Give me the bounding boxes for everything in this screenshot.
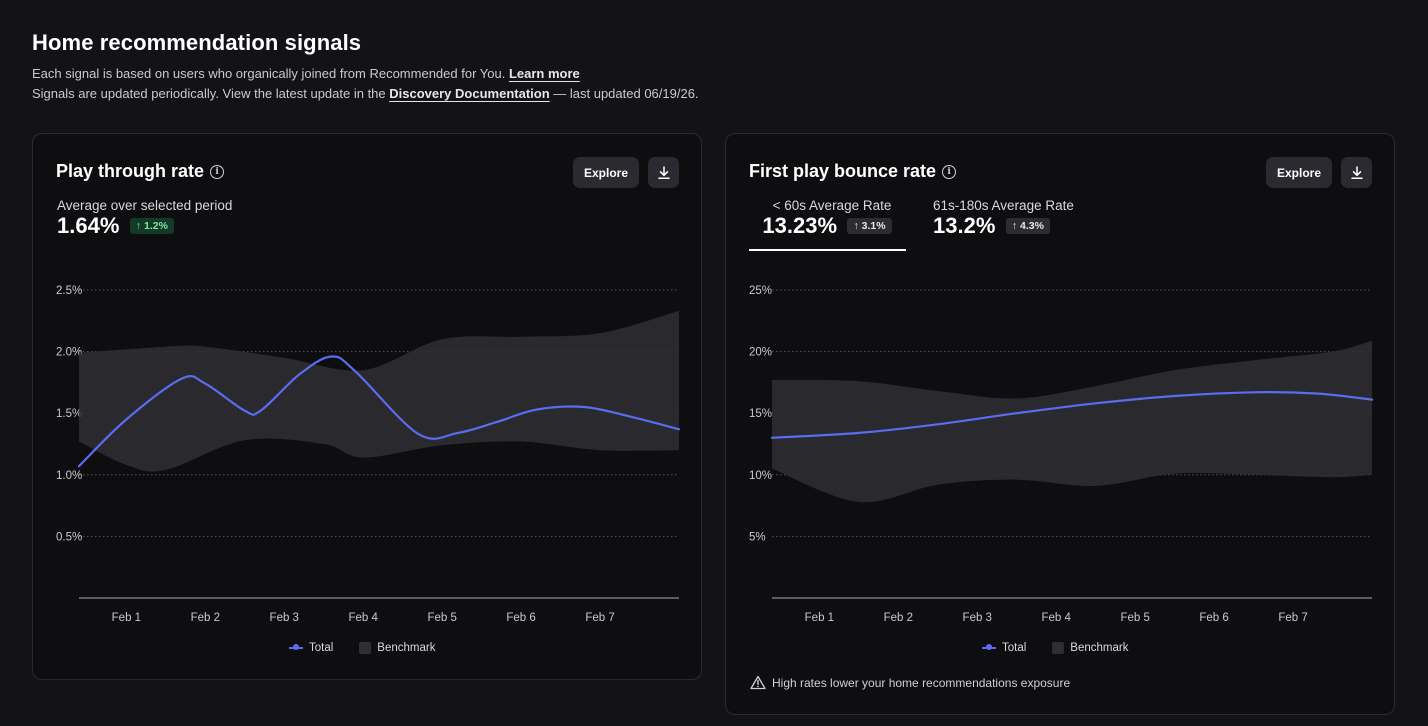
y-tick-label: 2.5% [56, 285, 82, 297]
tab-value: 13.23% [762, 213, 838, 238]
legend-item-benchmark[interactable]: Benchmark [359, 642, 435, 654]
discovery-documentation-link[interactable]: Discovery Documentation [389, 86, 550, 101]
x-tick-label: Feb 3 [963, 612, 992, 624]
x-tick-label: Feb 2 [884, 612, 913, 624]
delta-value: 3.1% [861, 220, 886, 232]
description-text-1: Each signal is based on users who organi… [32, 66, 506, 81]
total-series-line[interactable] [77, 355, 681, 468]
total-series-line[interactable] [770, 391, 1374, 439]
download-button[interactable] [648, 157, 679, 188]
y-tick-label: 10% [749, 470, 772, 482]
warning-icon [750, 675, 766, 690]
x-tick-label: Feb 5 [1120, 612, 1149, 624]
description-line-2: Signals are updated periodically. View t… [32, 84, 699, 104]
tab-label: < 60s Average Rate [772, 198, 892, 213]
metric-label: Average over selected period [57, 198, 233, 213]
y-tick-label: 1.0% [56, 470, 82, 482]
tab-value-row: 13.23% ↑ 3.1% [749, 213, 905, 239]
delta-value: 1.2% [144, 220, 168, 232]
page-title: Home recommendation signals [32, 30, 362, 55]
download-icon [1350, 165, 1363, 179]
benchmark-swatch [359, 642, 372, 654]
chart-legend: Total Benchmark [289, 642, 435, 654]
first-play-bounce-rate-chart: 25% 20% 15% 10% 5% Feb 1 Feb 2 Feb 3 Feb 4 Feb 5 F… [749, 285, 1374, 624]
x-tick-label: Feb 1 [805, 612, 834, 624]
download-button[interactable] [1341, 157, 1372, 188]
delta-badge: ↑ 1.2% [129, 218, 174, 234]
explore-button[interactable]: Explore [572, 157, 639, 188]
metric-value: 1.64% [57, 213, 120, 238]
benchmark-band [772, 340, 1372, 503]
x-tick-label: Feb 1 [112, 612, 141, 624]
x-tick-label: Feb 6 [506, 612, 535, 624]
card-title-text: Play through rate [56, 161, 205, 181]
y-tick-label: 20% [749, 347, 772, 359]
y-tick-label: 2.0% [56, 347, 82, 359]
total-swatch [982, 644, 996, 650]
y-tick-label: 25% [749, 285, 772, 297]
x-tick-label: Feb 4 [1041, 612, 1071, 624]
page-header: Home recommendation signals Each signal … [32, 30, 699, 104]
legend-label-benchmark: Benchmark [377, 642, 436, 654]
metric-row: 1.64% ↑ 1.2% [57, 213, 232, 239]
delta-value: 4.3% [1020, 220, 1044, 232]
card-title: Play through rate i [56, 161, 225, 182]
play-through-rate-chart: 2.5% 2.0% 1.5% 1.0% 0.5% Feb 1 Feb 2 Feb 3 Feb 4… [56, 285, 681, 624]
learn-more-link[interactable]: Learn more [508, 66, 580, 81]
delta-badge: ↑ 4.3% [1005, 218, 1050, 234]
play-through-rate-card: Play through rate i Explore Average over… [32, 133, 702, 680]
selected-tab-indicator [749, 249, 906, 251]
warning-note: High rates lower your home recommendatio… [750, 675, 1070, 690]
average-metric: Average over selected period 1.64% ↑ 1.2… [57, 198, 232, 239]
x-tick-label: Feb 4 [348, 612, 378, 624]
info-icon[interactable]: i [942, 164, 957, 179]
tab-label: 61s-180s Average Rate [933, 198, 1074, 213]
legend-label-total: Total [1002, 642, 1027, 654]
legend-label-benchmark: Benchmark [1070, 642, 1129, 654]
card-title: First play bounce rate i [749, 161, 957, 182]
y-tick-label: 1.5% [56, 408, 82, 420]
download-icon [657, 165, 670, 179]
tab-value-row: 13.2% ↑ 4.3% [933, 213, 1074, 239]
card-title-text: First play bounce rate [749, 161, 937, 181]
info-icon[interactable]: i [210, 164, 225, 179]
chart-legend: Total Benchmark [982, 642, 1128, 654]
x-tick-label: Feb 3 [270, 612, 299, 624]
benchmark-swatch [1052, 642, 1065, 654]
benchmark-band [79, 310, 679, 472]
description-line-1: Each signal is based on users who organi… [32, 64, 699, 84]
y-tick-label: 0.5% [56, 531, 82, 543]
warning-text: High rates lower your home recommendatio… [772, 675, 1071, 690]
last-updated-text: — last updated 06/19/26. [553, 86, 699, 101]
y-tick-label: 15% [749, 408, 772, 420]
x-tick-label: Feb 7 [1278, 612, 1307, 624]
legend-item-benchmark[interactable]: Benchmark [1052, 642, 1128, 654]
first-play-bounce-rate-card: First play bounce rate i Explore < 60s A… [725, 133, 1395, 715]
tab-value: 13.2% [933, 213, 996, 238]
delta-badge: ↑ 3.1% [847, 218, 892, 234]
x-tick-label: Feb 2 [191, 612, 220, 624]
x-tick-label: Feb 6 [1199, 612, 1228, 624]
legend-item-total[interactable]: Total [982, 642, 1026, 654]
x-tick-label: Feb 7 [585, 612, 614, 624]
description-text-2: Signals are updated periodically. View t… [32, 86, 386, 101]
legend-item-total[interactable]: Total [289, 642, 333, 654]
y-tick-label: 5% [749, 531, 766, 543]
tab-under-60s[interactable]: < 60s Average Rate 13.23% ↑ 3.1% [749, 198, 905, 239]
tab-61s-180s[interactable]: 61s-180s Average Rate 13.2% ↑ 4.3% [933, 198, 1074, 239]
total-swatch [289, 644, 303, 650]
legend-label-total: Total [309, 642, 334, 654]
explore-button[interactable]: Explore [1265, 157, 1332, 188]
x-tick-label: Feb 5 [427, 612, 456, 624]
